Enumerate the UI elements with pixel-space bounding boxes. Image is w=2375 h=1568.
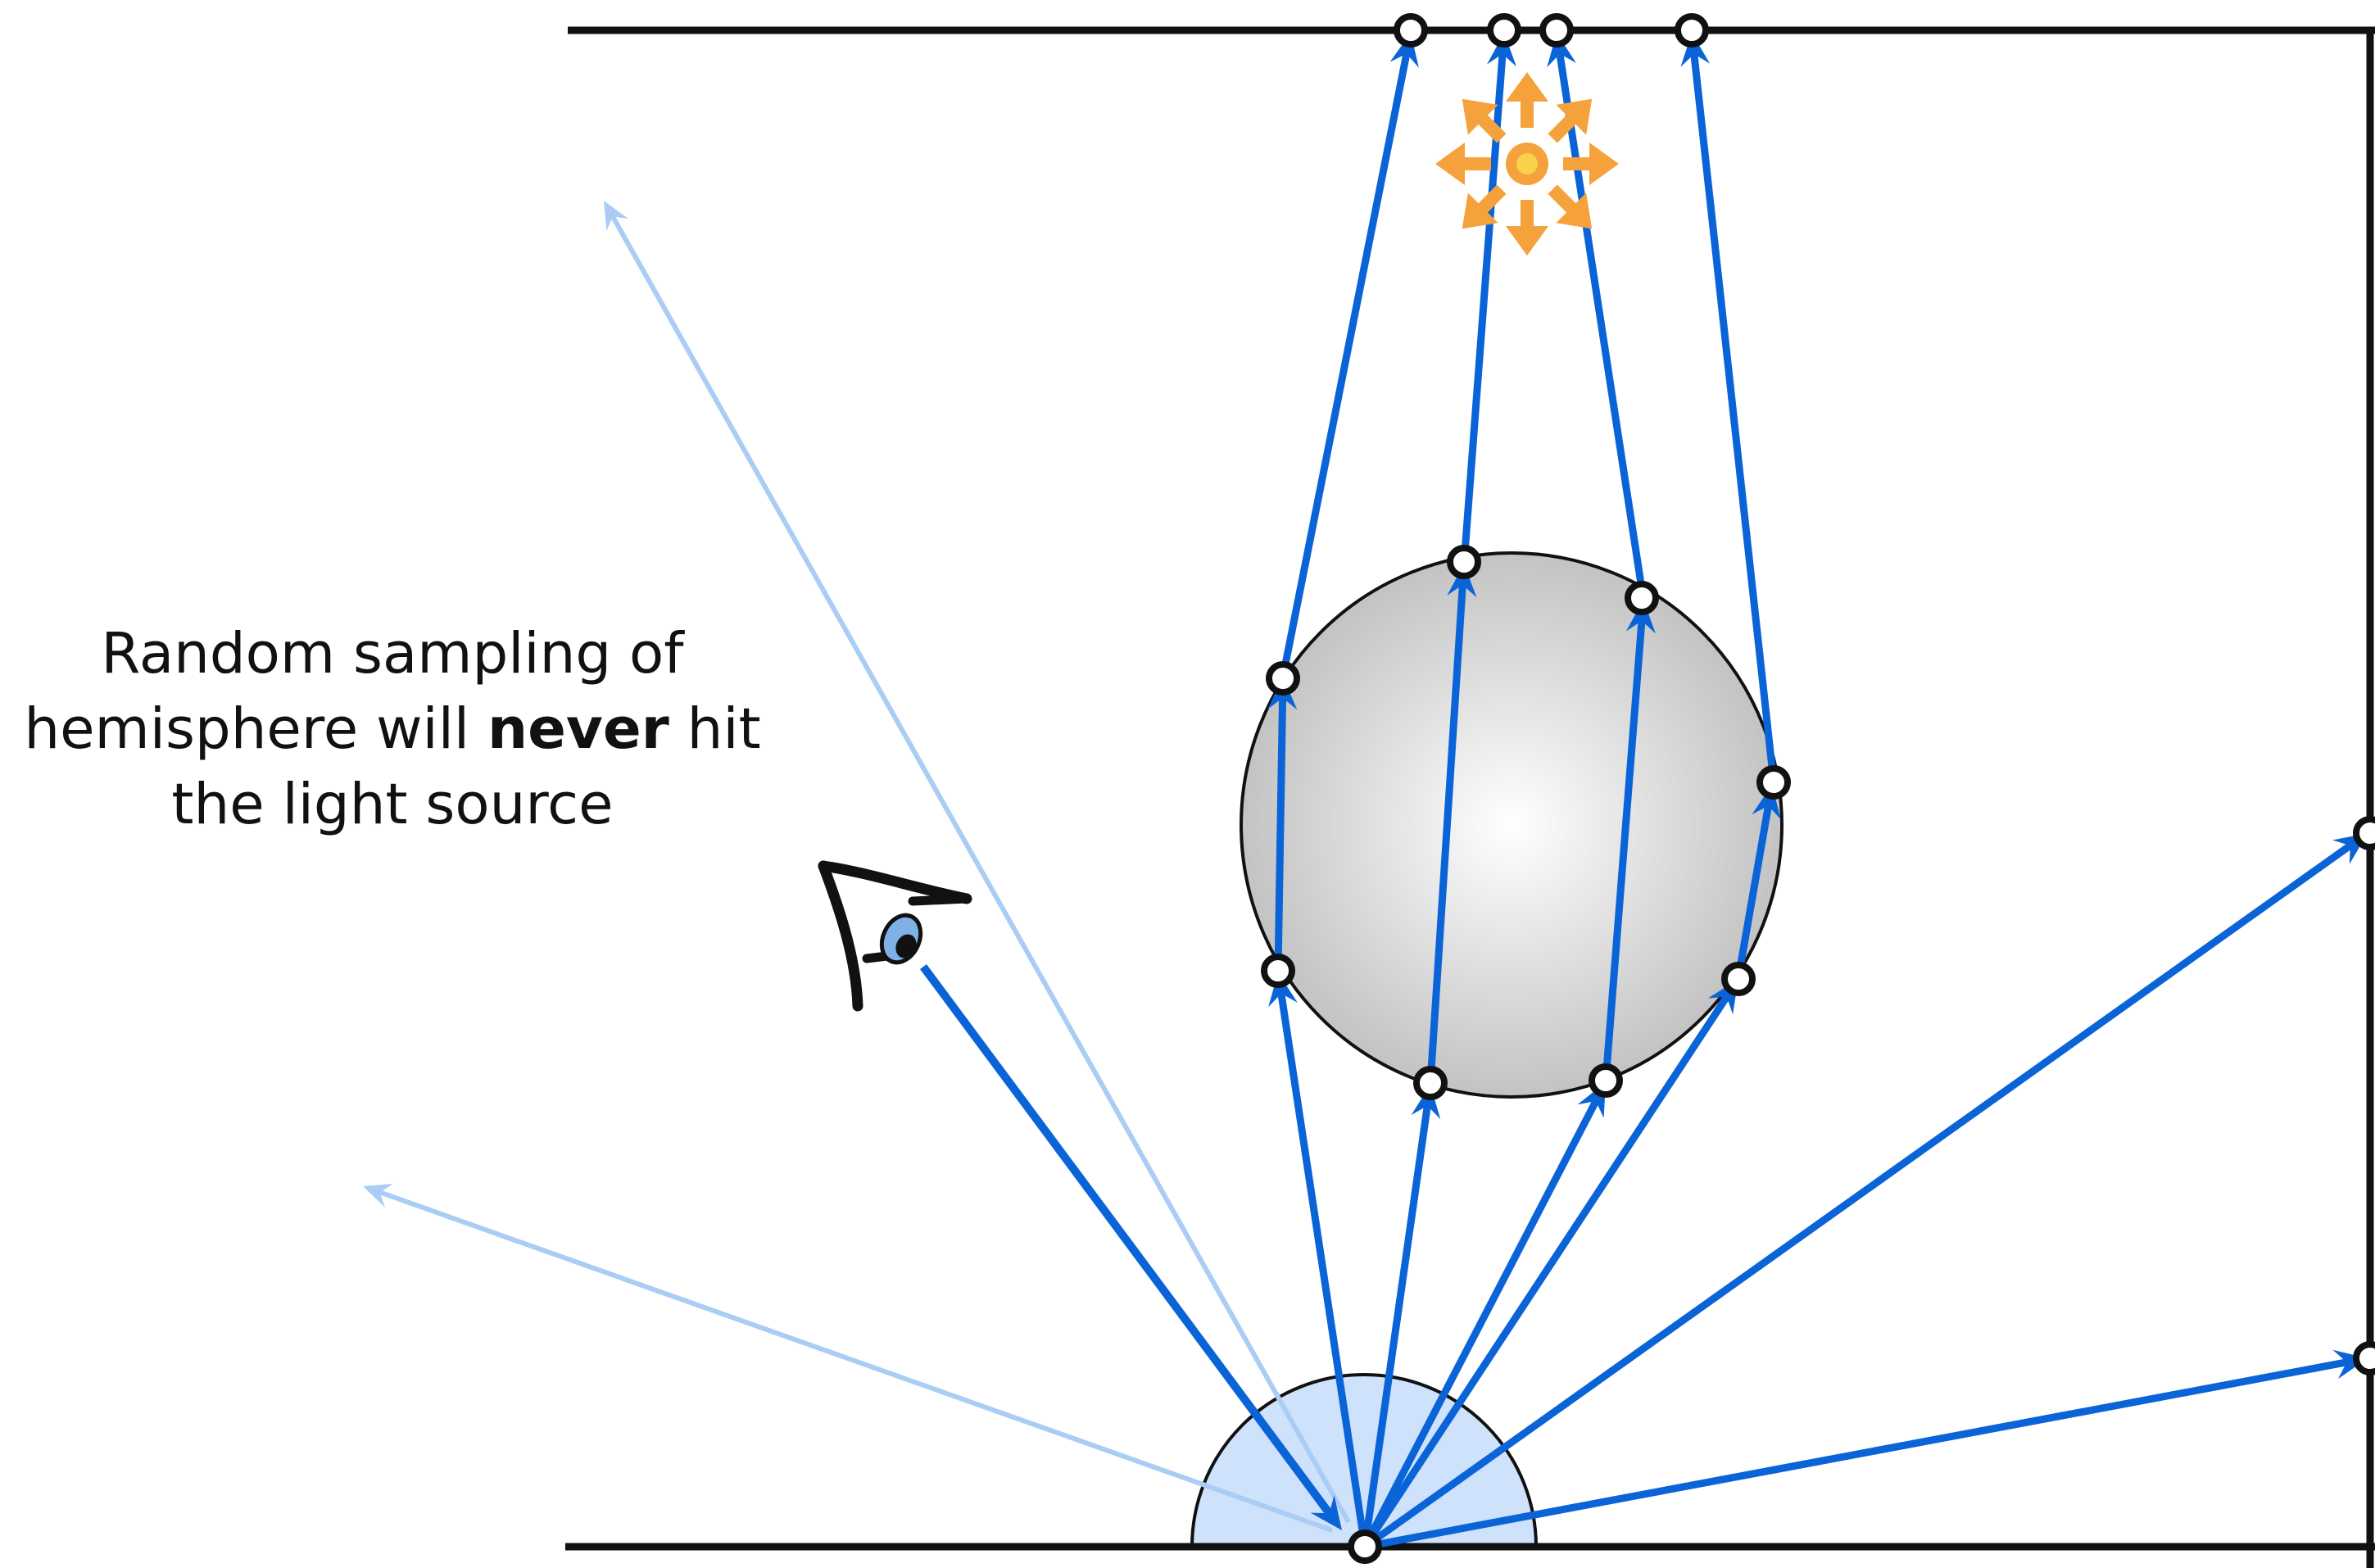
caption-line-2: hemisphere will never hit [0,691,785,767]
caption-text: Random sampling of hemisphere will never… [0,616,785,842]
ray-through-sphere-2 [1426,564,1477,1084]
caption-bold-word: never [487,696,669,762]
hit-points-layer [1261,13,2375,1564]
ray-escape-upper-left [604,201,1351,1524]
hit-point-sphere-top-4 [1756,765,1791,800]
shading-point [1348,1529,1382,1564]
hit-point-sphere-bottom-4 [1721,962,1756,996]
hit-point-ceiling-4 [1675,13,1709,48]
hit-point-sphere-top-3 [1625,581,1659,615]
hit-point-sphere-top-2 [1447,545,1481,579]
hit-point-sphere-bottom-1 [1261,954,1295,988]
hit-point-ceiling-3 [1539,13,1574,48]
hit-point-right-wall-2 [2353,1341,2375,1375]
caption-line-2-start: hemisphere will [24,696,487,762]
hit-point-sphere-bottom-2 [1413,1066,1448,1100]
caption-line-1: Random sampling of [101,621,684,687]
hit-point-right-wall-1 [2353,816,2375,850]
hit-point-ceiling-2 [1487,13,1521,48]
eye-icon [818,860,972,1012]
ray-to-right-wall-2 [1364,1349,2368,1551]
caption-line-2-end: hit [669,696,761,762]
ray-to-sphere-2 [1361,1085,1441,1548]
ray-to-ceiling-3 [1547,33,1648,600]
ray-from-eye [919,964,1342,1530]
rays-layer [363,33,2368,1551]
hit-point-ceiling-1 [1394,13,1428,48]
caption-line-3: the light source [171,772,614,837]
sphere [1240,551,1784,1099]
ray-escape-left [363,1183,1334,1533]
ray-through-sphere-3 [1602,600,1656,1081]
hit-point-sphere-bottom-3 [1589,1063,1623,1098]
hit-point-sphere-top-1 [1266,661,1300,696]
ray-to-ceiling-4 [1680,33,1778,783]
light-source-icon [1435,72,1619,256]
